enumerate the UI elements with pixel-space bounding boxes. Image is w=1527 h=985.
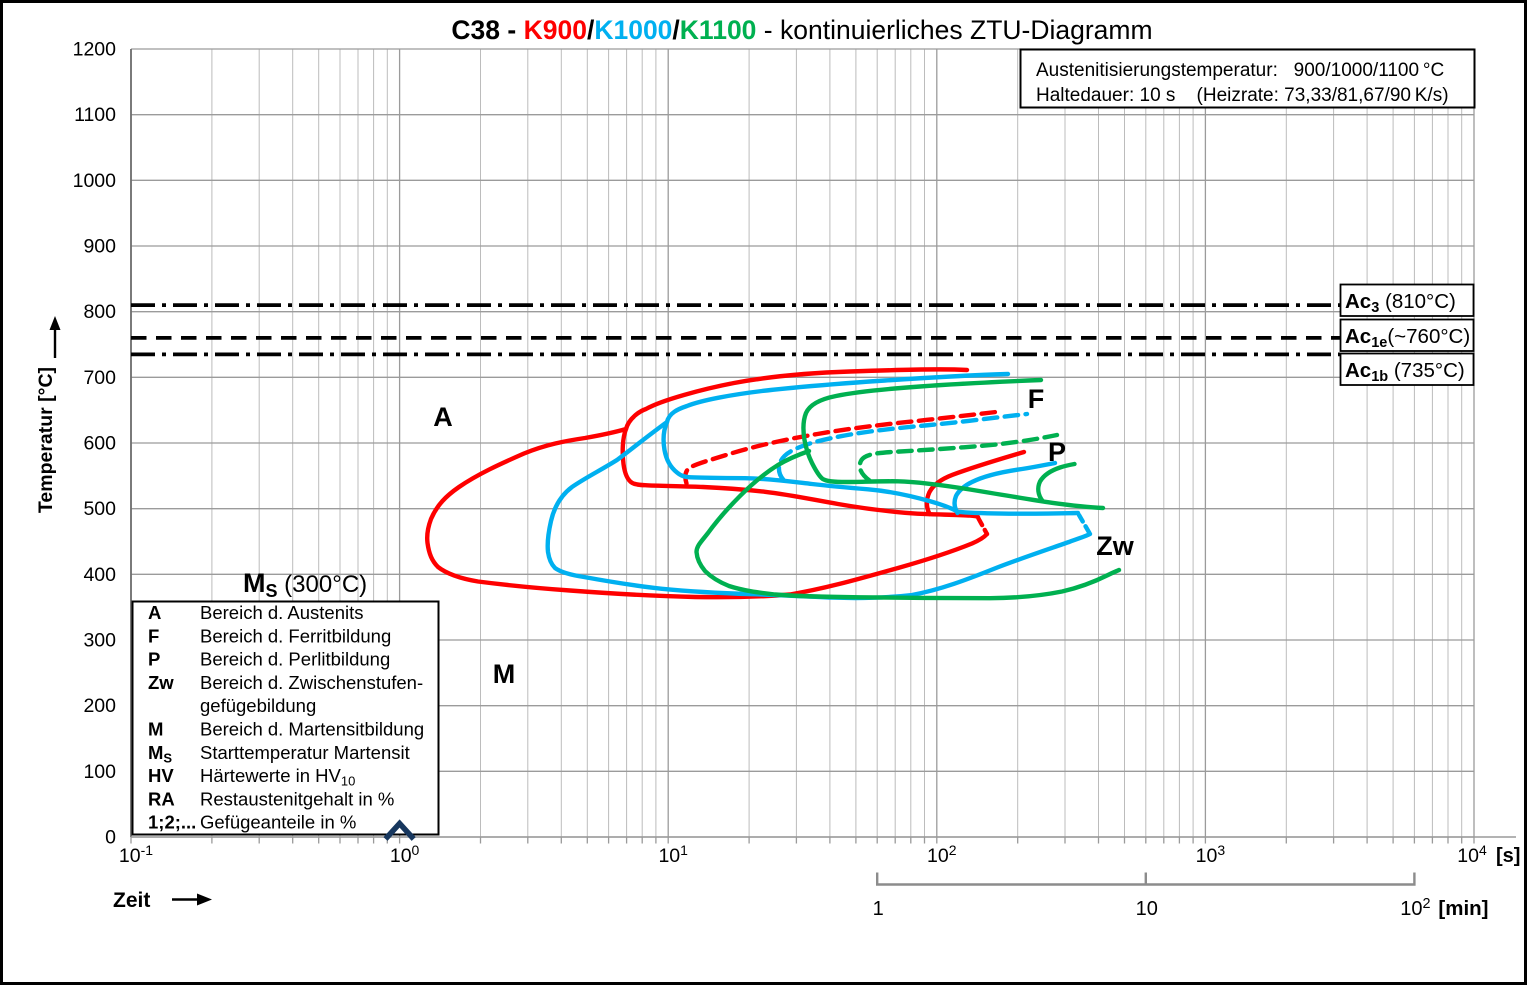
svg-text:M: M [493, 659, 516, 689]
svg-text:500: 500 [83, 498, 116, 520]
svg-text:Temperatur [°C]: Temperatur [°C] [35, 367, 57, 513]
svg-text:C38 - K900/K1000/K1100 - konti: C38 - K900/K1000/K1100 - kontinuierliche… [451, 15, 1152, 45]
svg-text:1: 1 [873, 898, 884, 920]
svg-text:Zw: Zw [1096, 531, 1134, 561]
svg-text:0: 0 [105, 827, 116, 849]
svg-text:1;2;...: 1;2;... [148, 812, 196, 833]
svg-text:F: F [1028, 384, 1045, 414]
svg-text:Ac3 (810°C): Ac3 (810°C) [1345, 290, 1456, 316]
svg-text:Härtewerte in HV10: Härtewerte in HV10 [200, 765, 355, 789]
svg-text:gefügebildung: gefügebildung [200, 695, 316, 716]
svg-text:[min]: [min] [1438, 897, 1488, 920]
svg-text:10: 10 [1136, 898, 1158, 920]
svg-text:1000: 1000 [73, 170, 117, 192]
svg-text:Zw: Zw [148, 672, 174, 693]
svg-text:RA: RA [148, 788, 175, 809]
svg-text:[s]: [s] [1496, 845, 1520, 867]
svg-text:Gefügeanteile in %: Gefügeanteile in % [200, 812, 356, 833]
svg-text:1200: 1200 [73, 39, 117, 61]
svg-text:A: A [433, 402, 453, 432]
svg-text:1100: 1100 [74, 104, 116, 126]
svg-text:100: 100 [83, 761, 116, 783]
svg-text:300: 300 [83, 630, 116, 652]
svg-text:Bereich d. Perlitbildung: Bereich d. Perlitbildung [200, 649, 390, 670]
svg-text:Ac1e(~760°C): Ac1e(~760°C) [1345, 325, 1470, 351]
svg-text:600: 600 [83, 433, 116, 455]
svg-text:800: 800 [83, 301, 116, 323]
svg-text:700: 700 [83, 367, 116, 389]
svg-text:MS (300°C): MS (300°C) [243, 568, 367, 601]
svg-text:Haltedauer: 10 s (Heizrate:: Haltedauer: 10 s (Heizrate: 73,33/81,67/… [1036, 85, 1449, 106]
svg-text:Zeit: Zeit [113, 889, 150, 912]
svg-text:F: F [148, 625, 159, 646]
svg-text:400: 400 [83, 564, 116, 586]
svg-text:Ac1b (735°C): Ac1b (735°C) [1345, 359, 1465, 385]
svg-text:200: 200 [83, 695, 116, 717]
svg-text:Bereich d. Ferritbildung: Bereich d. Ferritbildung [200, 625, 391, 646]
svg-text:Restaustenitgehalt in %: Restaustenitgehalt in % [200, 788, 394, 809]
svg-text:Austenitisierungstemperatur:: Austenitisierungstemperatur: 900/1000/11… [1036, 60, 1444, 81]
svg-text:Starttemperatur Martensit: Starttemperatur Martensit [200, 742, 410, 763]
svg-text:900: 900 [83, 236, 116, 258]
svg-text:Bereich d. Zwischenstufen-: Bereich d. Zwischenstufen- [200, 672, 423, 693]
svg-text:P: P [148, 649, 160, 670]
svg-text:P: P [1048, 437, 1066, 467]
svg-text:Bereich d. Martensitbildung: Bereich d. Martensitbildung [200, 719, 424, 740]
svg-text:HV: HV [148, 765, 174, 786]
svg-text:Bereich d. Austenits: Bereich d. Austenits [200, 602, 364, 623]
svg-text:M: M [148, 719, 163, 740]
svg-text:A: A [148, 602, 161, 623]
